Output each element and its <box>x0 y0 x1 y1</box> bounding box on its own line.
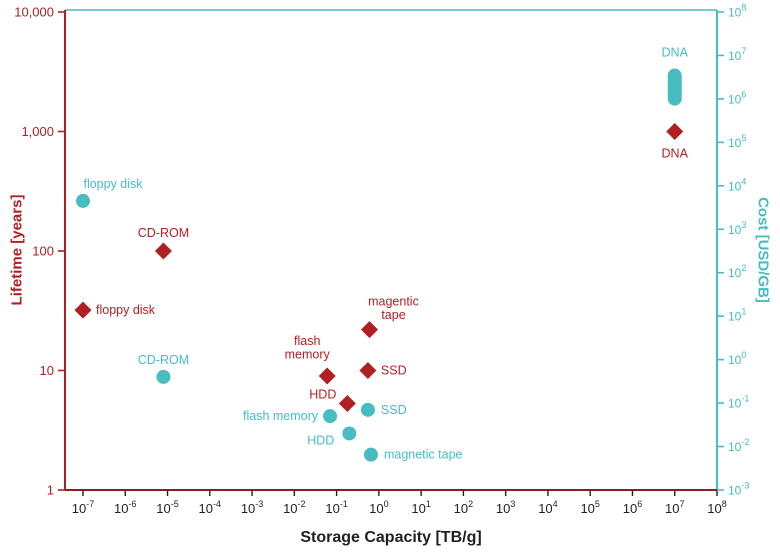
left-axis-title: Lifetime [years] <box>8 194 26 306</box>
label-magnetic-tape-cost: magnetic tape <box>384 448 463 462</box>
right-tick-label: 10-2 <box>728 437 749 454</box>
label-floppy-disk-lifetime: floppy disk <box>96 303 156 317</box>
x-tick-label: 108 <box>707 499 726 516</box>
left-tick-label: 10 <box>40 363 54 378</box>
label-cd-rom-lifetime: CD-ROM <box>138 226 189 240</box>
right-tick-label: 107 <box>728 46 746 63</box>
x-tick-label: 107 <box>665 499 684 516</box>
x-tick-label: 10-1 <box>325 499 347 516</box>
marker-cd-rom-lifetime <box>154 242 172 260</box>
x-tick-label: 106 <box>623 499 642 516</box>
x-tick-label: 10-3 <box>241 499 263 516</box>
marker-magnetic-tape-cost <box>363 447 378 462</box>
right-tick-label: 108 <box>728 3 746 20</box>
right-tick-label: 10-3 <box>728 481 749 498</box>
marker-floppy-disk-lifetime <box>74 301 92 319</box>
marker-dna-lifetime <box>666 123 684 140</box>
x-tick-label: 101 <box>411 499 430 516</box>
marker-hdd-lifetime <box>338 394 356 412</box>
left-tick-label: 1 <box>47 483 54 498</box>
label-dna-lifetime: DNA <box>662 147 689 161</box>
x-tick-label: 10-6 <box>114 499 136 516</box>
marker-hdd-cost <box>342 426 357 441</box>
left-tick-label: 10,000 <box>14 5 54 20</box>
marker-dna-cost-range <box>667 68 682 106</box>
label-dna-cost: DNA <box>662 46 689 60</box>
right-tick-label: 100 <box>728 350 746 367</box>
right-tick-label: 104 <box>728 176 746 193</box>
right-tick-label: 102 <box>728 263 746 280</box>
right-tick-label: 103 <box>728 220 746 237</box>
label-floppy-disk-cost: floppy disk <box>83 177 143 191</box>
marker-flash-memory-cost <box>323 409 338 424</box>
marker-flash-memory-lifetime <box>318 367 336 385</box>
label-hdd-cost: HDD <box>307 433 334 447</box>
x-axis-title: Storage Capacity [TB/g] <box>300 529 482 546</box>
label-ssd-cost: SSD <box>381 403 407 417</box>
x-tick-label: 10-4 <box>199 499 221 516</box>
label-ssd-lifetime: SSD <box>381 364 407 378</box>
right-tick-label: 101 <box>728 307 746 324</box>
left-tick-label: 100 <box>32 244 54 259</box>
marker-cd-rom-cost <box>156 369 171 384</box>
label-magentic-tape-lifetime: magentic <box>368 295 419 309</box>
right-axis-title: Cost [USD/GB] <box>754 197 772 303</box>
x-tick-label: 105 <box>580 499 599 516</box>
x-tick-label: 10-7 <box>72 499 94 516</box>
x-tick-label: 102 <box>454 499 473 516</box>
label-flash-memory-cost: flash memory <box>243 409 319 423</box>
label-flash-memory-lifetime: memory <box>285 347 331 361</box>
left-tick-label: 1,000 <box>21 124 54 139</box>
x-tick-label: 100 <box>369 499 388 516</box>
x-tick-label: 103 <box>496 499 515 516</box>
marker-floppy-disk-cost <box>76 193 90 208</box>
marker-ssd-cost <box>360 402 375 417</box>
right-tick-label: 10-1 <box>728 394 749 411</box>
right-tick-label: 105 <box>728 133 746 150</box>
right-tick-label: 106 <box>728 89 746 106</box>
marker-ssd-lifetime <box>359 362 377 379</box>
x-tick-label: 10-2 <box>283 499 305 516</box>
x-tick-label: 10-5 <box>156 499 178 516</box>
label-flash-memory-lifetime: flash <box>294 334 320 348</box>
label-hdd-lifetime: HDD <box>309 387 336 401</box>
x-tick-label: 104 <box>538 499 557 516</box>
label-magentic-tape-lifetime: tape <box>381 308 405 322</box>
label-cd-rom-cost: CD-ROM <box>138 353 189 367</box>
marker-magentic-tape-lifetime <box>360 321 378 339</box>
